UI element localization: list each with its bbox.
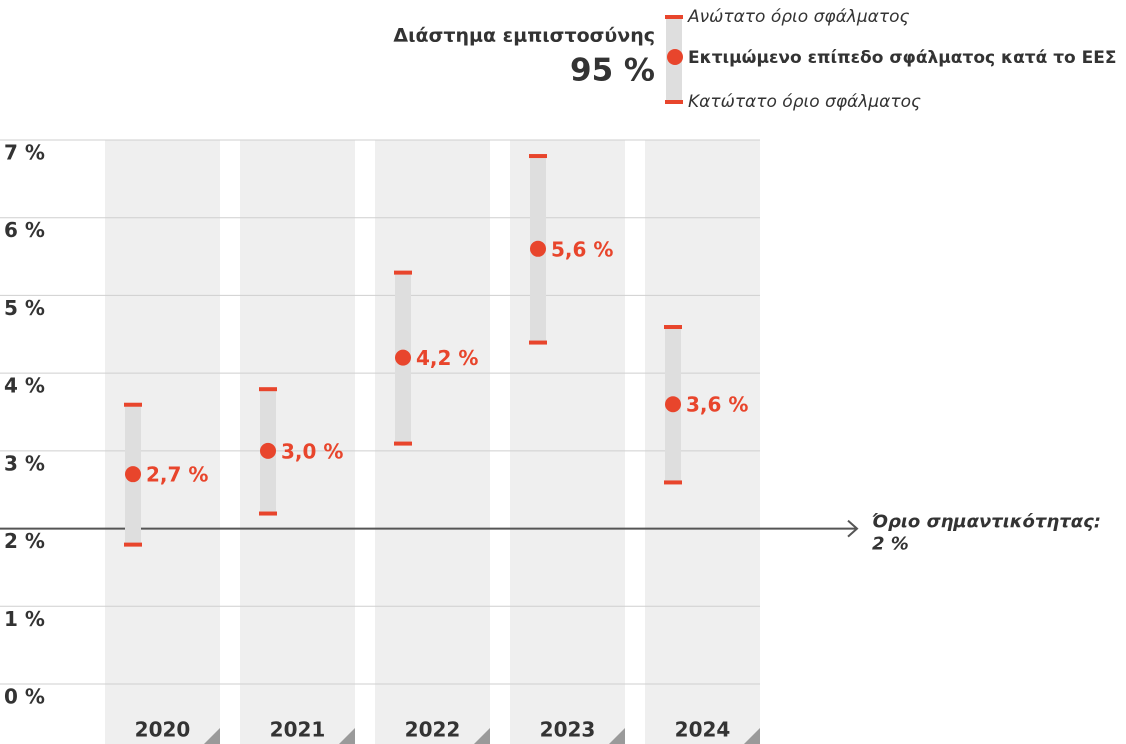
value-label: 5,6 % <box>551 237 613 261</box>
y-tick-label: 3 % <box>4 451 45 475</box>
column-band <box>240 140 355 744</box>
y-tick-label: 4 % <box>4 374 45 398</box>
x-tick-label: 2021 <box>270 718 326 742</box>
legend-lower <box>665 100 683 104</box>
value-label: 3,6 % <box>686 393 748 417</box>
lower-cap <box>529 340 547 345</box>
legend-level: 95 % <box>570 53 655 89</box>
lower-cap <box>664 480 682 485</box>
corner-mark <box>609 728 625 744</box>
y-tick-label: 6 % <box>4 218 45 242</box>
estimate-dot <box>395 349 411 366</box>
value-label: 3,0 % <box>281 439 343 463</box>
threshold-label: 2 % <box>872 534 909 555</box>
lower-cap <box>124 542 142 547</box>
lower-cap <box>394 441 412 446</box>
estimate-dot <box>530 240 546 257</box>
legend-dot <box>667 49 683 65</box>
legend-entry: Εκτιμώμενο επίπεδο σφάλματος κατά το ΕΕΣ <box>688 48 1117 68</box>
column-band <box>645 140 760 744</box>
column-band <box>510 140 625 744</box>
column-band <box>375 140 490 744</box>
legend-title: Διάστημα εμπιστοσύνης <box>393 25 655 47</box>
estimate-dot <box>665 396 681 413</box>
y-tick-label: 0 % <box>4 685 45 709</box>
threshold-arrow <box>847 519 859 538</box>
lower-cap <box>259 511 277 516</box>
y-tick-label: 1 % <box>4 607 45 631</box>
upper-cap <box>259 387 277 392</box>
legend-upper <box>665 15 683 19</box>
corner-mark <box>204 728 220 744</box>
y-tick-label: 5 % <box>4 296 45 320</box>
upper-cap <box>529 154 547 159</box>
value-label: 2,7 % <box>146 463 208 487</box>
threshold-text: Όριο σημαντικότητας: <box>872 512 1101 533</box>
corner-mark <box>744 728 760 744</box>
legend-entry: Ανώτατο όριο σφάλματος <box>687 7 910 27</box>
corner-mark <box>474 728 490 744</box>
x-tick-label: 2024 <box>675 718 731 742</box>
y-tick-label: 7 % <box>4 141 45 165</box>
x-tick-label: 2020 <box>135 718 191 742</box>
y-tick-label: 2 % <box>4 529 45 553</box>
x-tick-label: 2023 <box>540 718 596 742</box>
estimate-dot <box>125 466 141 483</box>
legend-entry: Κατώτατο όριο σφάλματος <box>688 92 921 112</box>
estimate-dot <box>260 442 276 459</box>
upper-cap <box>124 402 142 407</box>
column-band <box>105 140 220 744</box>
corner-mark <box>339 728 355 744</box>
value-label: 4,2 % <box>416 346 478 370</box>
upper-cap <box>394 270 412 275</box>
upper-cap <box>664 325 682 330</box>
x-tick-label: 2022 <box>405 718 461 742</box>
